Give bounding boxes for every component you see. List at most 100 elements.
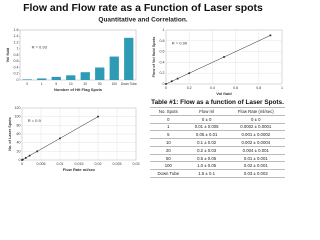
y-tick-label: 0.2: [14, 72, 19, 76]
table-cell: 0.02 ± 0.001: [226, 161, 285, 170]
x-tick-label: 0.8: [256, 86, 261, 90]
table-row: 20 0.2 ± 0.03 0.004 ± 0.001: [150, 145, 285, 155]
point: [188, 72, 191, 75]
x-tick-label: 0.6: [233, 86, 238, 90]
y-tick-label: 1: [17, 47, 19, 51]
trend-line: [165, 35, 271, 85]
x-tick-label: 100: [112, 82, 118, 86]
subtitle: Quantitative and Correlation.: [98, 17, 187, 24]
x-tick-label: 0.02: [95, 162, 102, 166]
bar: [66, 75, 76, 80]
y-tick-label: 0.8: [14, 53, 19, 57]
point: [28, 154, 31, 157]
title: Flow and Flow rate as a Function of Lase…: [23, 2, 263, 14]
table-cell: 20: [150, 145, 187, 155]
table-cell: 0.05 ± 0.01: [186, 130, 227, 139]
header-cell: Flow ml: [186, 107, 227, 116]
y-tick-label: 1: [163, 28, 165, 32]
x-axis-label: Flow Rate ml/sec: [63, 167, 96, 172]
table-cell: 0.01 ± 0.005: [186, 122, 227, 131]
x-tick-label: 10: [69, 82, 73, 86]
x-tick-label: 0: [26, 82, 28, 86]
table-cell: 10: [150, 138, 187, 147]
table-cell: 100: [150, 161, 187, 170]
table-row: 10 0.1 ± 0.02 0.002 ± 0.0004: [150, 138, 285, 147]
table-row: 100 1.0 ± 0.05 0.02 ± 0.001: [150, 161, 285, 170]
table-cell: Down Tube: [150, 169, 187, 179]
x-tick-label: 0.2: [187, 86, 192, 90]
y-tick-label: 0.2: [160, 71, 165, 75]
y-tick-label: 0: [19, 158, 21, 162]
point: [165, 83, 167, 85]
table-cell: 0.1 ± 0.02: [186, 138, 227, 147]
table-row: Down Tube 1.5 ± 0.1 0.03 ± 0.002: [150, 169, 285, 179]
y-tick-label: 60: [17, 132, 21, 136]
bar: [124, 37, 134, 80]
y-tick-label: 1.6: [14, 28, 19, 32]
bar: [22, 79, 32, 80]
y-tick-label: 0: [17, 78, 19, 82]
x-tick-label: Down Tube: [121, 82, 137, 86]
point: [170, 80, 173, 83]
point: [176, 77, 179, 80]
figure: Flow and Flow rate as a Function of Lase…: [6, 2, 283, 172]
x-tick-label: 0: [21, 162, 23, 166]
y-tick-label: 20: [17, 149, 21, 153]
annotation: R = 0.93: [32, 45, 48, 50]
y-tick-label: 0.4: [160, 60, 165, 64]
header-row: No. Spots Flow ml Flow Rate (ml/sec): [150, 107, 285, 116]
x-tick-label: 0.03: [133, 162, 140, 166]
x-tick-label: 50: [98, 82, 102, 86]
bar: [51, 76, 61, 80]
table-row: 1 0.01 ± 0.005 0.0002 ± 0.0001: [150, 122, 285, 131]
y-tick-label: 0.8: [160, 39, 165, 43]
annotation: R = 0.99: [172, 41, 188, 46]
table-cell: 0.001 ± 0.0002: [226, 130, 285, 139]
bar: [80, 72, 90, 80]
table-cell: 0.2 ± 0.03: [186, 145, 227, 155]
bar: [109, 56, 119, 80]
point: [21, 158, 24, 161]
point: [36, 150, 39, 153]
table-row: 50 0.5 ± 0.05 0.01 ± 0.001: [150, 153, 285, 162]
point: [59, 137, 61, 140]
x-tick-label: 0.005: [37, 162, 46, 166]
x-tick-label: 0.015: [75, 162, 84, 166]
table-cell: 0 ± 0: [226, 114, 285, 124]
bar: [37, 78, 47, 80]
x-tick-label: 0: [165, 86, 167, 90]
x-tick-label: 0.01: [57, 162, 64, 166]
x-tick-label: 20: [83, 82, 87, 86]
y-tick-label: 1.2: [14, 40, 19, 44]
header-cell: Flow Rate (ml/sec): [226, 107, 285, 116]
point: [269, 34, 272, 37]
table-cell: 1.5 ± 0.1: [186, 169, 227, 179]
y-tick-label: 100: [15, 115, 21, 119]
data-table: No. Spots Flow ml Flow Rate (ml/sec) 0 0 ± 0…: [150, 107, 285, 179]
table-cell: 50: [150, 153, 187, 162]
y-tick-label: 80: [17, 123, 21, 127]
table-cell: 0.002 ± 0.0004: [226, 138, 285, 147]
y-tick-label: 0.6: [160, 50, 165, 54]
table-cell: 0: [150, 114, 187, 124]
x-tick-label: 1: [41, 82, 43, 86]
table-caption: Table #1: Flow as a function of Laser Sp…: [151, 99, 284, 106]
table-cell: 0 ± 0: [186, 114, 227, 124]
y-tick-label: 120: [15, 106, 21, 110]
bar: [95, 67, 105, 80]
y-tick-label: 0.6: [14, 59, 19, 63]
x-tick-label: 0.4: [210, 86, 215, 90]
table-cell: 0.5 ± 0.05: [186, 153, 227, 162]
y-tick-label: 1.4: [14, 34, 19, 38]
table-cell: 0.03 ± 0.002: [226, 169, 285, 179]
annotation: R = 0.9: [28, 118, 42, 123]
y-tick-label: 40: [17, 141, 21, 145]
x-axis-label: Vol fluid: [216, 91, 232, 96]
page: {"title":"Flow and Flow rate as a Functi…: [6, 1, 285, 179]
point: [97, 115, 99, 118]
table-cell: 0.0002 ± 0.0001: [226, 122, 285, 131]
table-cell: 0.01 ± 0.001: [226, 153, 285, 162]
y-axis-label: Flow of Vol fluid Spots: [152, 37, 156, 78]
x-tick-label: 0.025: [113, 162, 122, 166]
